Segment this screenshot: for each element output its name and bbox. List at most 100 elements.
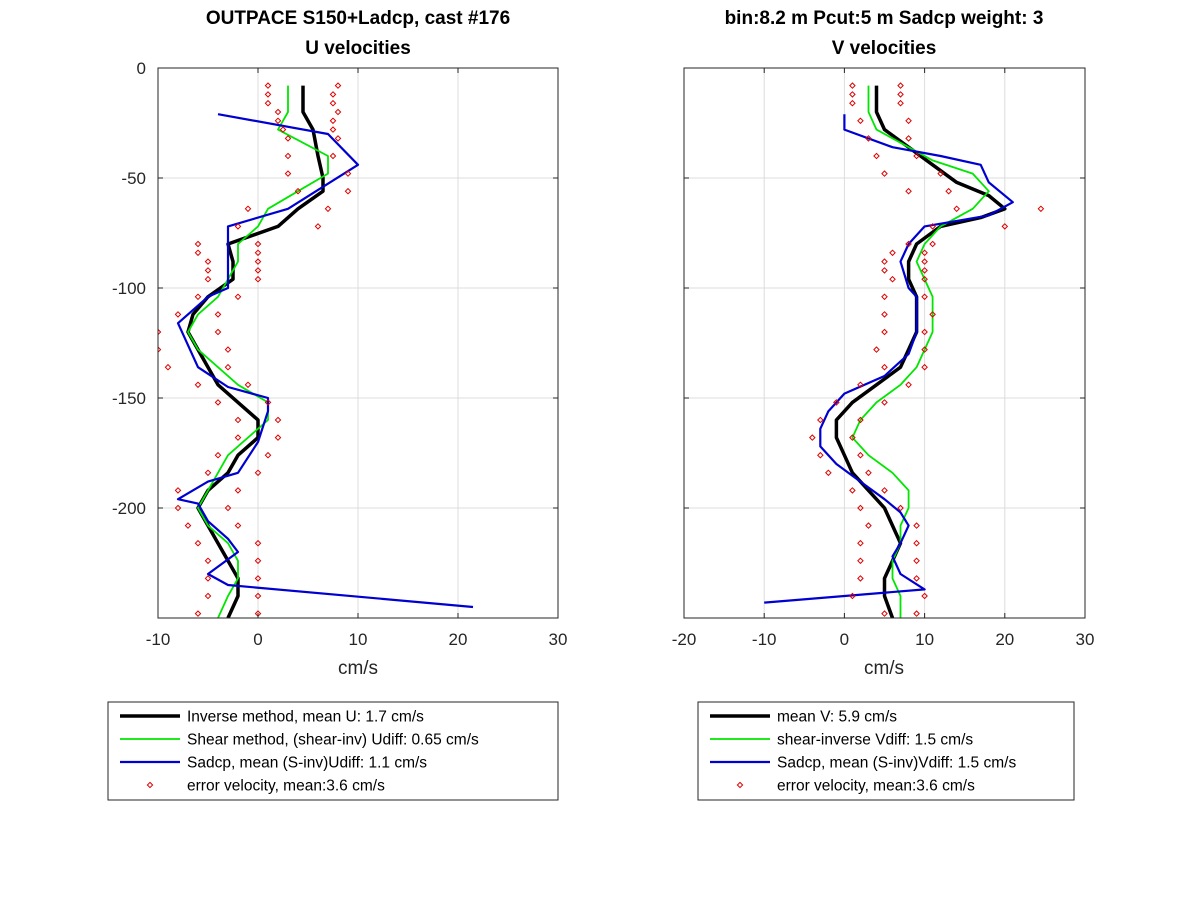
- plot-area: [764, 82, 1045, 618]
- error-velocity-marker: [184, 522, 192, 529]
- legend-label: error velocity, mean:3.6 cm/s: [187, 778, 385, 795]
- x-tick-label: 0: [840, 630, 849, 649]
- error-velocity-marker: [264, 91, 272, 98]
- error-velocity-marker: [158, 346, 162, 353]
- legend-box: [697, 701, 1075, 801]
- error-velocity-marker: [913, 522, 920, 529]
- error-velocity-marker: [913, 575, 920, 582]
- error-velocity-marker: [921, 275, 928, 283]
- x-tick-label: 20: [995, 630, 1014, 649]
- error-velocity-marker: [929, 240, 936, 248]
- error-velocity-marker: [929, 311, 936, 318]
- error-velocity-marker: [274, 108, 282, 116]
- error-velocity-marker: [833, 399, 840, 406]
- x-tick-label: 10: [915, 630, 934, 649]
- error-velocity-marker: [881, 170, 888, 177]
- error-velocity-marker: [897, 91, 904, 98]
- error-velocity-marker: [334, 82, 342, 89]
- error-velocity-marker: [913, 152, 920, 160]
- legend-box: [107, 701, 559, 801]
- legend: Inverse method, mean U: 1.7 cm/s Shear me…: [107, 701, 559, 801]
- error-velocity-marker: [164, 363, 172, 371]
- error-velocity-marker: [254, 575, 262, 582]
- error-velocity-marker: [937, 170, 944, 177]
- error-velocity-marker: [158, 328, 162, 336]
- error-velocity-marker: [254, 557, 262, 565]
- x-tick-label: -20: [672, 630, 697, 649]
- error-velocity-marker: [234, 416, 242, 424]
- error-velocity-marker: [865, 469, 872, 477]
- error-velocity-marker: [344, 170, 352, 177]
- error-velocity-marker: [214, 311, 222, 318]
- error-velocity-marker: [865, 135, 872, 142]
- plot-area: [158, 82, 474, 618]
- error-velocity-marker: [921, 249, 928, 257]
- error-velocity-marker: [921, 346, 928, 353]
- error-velocity-marker: [274, 434, 282, 441]
- error-velocity-marker: [329, 91, 337, 98]
- y-tick-label: -150: [112, 389, 146, 408]
- error-velocity-marker: [857, 416, 864, 424]
- error-velocity-marker: [881, 293, 888, 301]
- error-velocity-marker: [254, 267, 262, 274]
- error-velocity-marker: [254, 539, 262, 547]
- error-velocity-marker: [897, 82, 904, 89]
- error-velocity-marker: [254, 249, 262, 257]
- error-velocity-marker: [857, 504, 864, 512]
- error-velocity-marker: [881, 487, 888, 494]
- error-velocity-marker: [881, 610, 888, 617]
- error-velocity-marker: [204, 469, 212, 477]
- error-velocity-marker: [329, 99, 337, 107]
- error-velocity-marker: [204, 275, 212, 283]
- error-velocity-marker: [174, 487, 182, 494]
- x-axis-label: cm/s: [864, 658, 904, 679]
- error-velocity-marker: [334, 108, 342, 116]
- x-tick-label: 20: [449, 630, 468, 649]
- error-velocity-marker: [224, 363, 232, 371]
- error-velocity-marker: [865, 522, 872, 529]
- series-line-1: [186, 85, 325, 618]
- error-velocity-marker: [889, 249, 896, 257]
- error-velocity-marker: [329, 152, 337, 160]
- error-velocity-marker: [244, 381, 252, 389]
- error-velocity-marker: [254, 469, 262, 477]
- error-velocity-marker: [254, 240, 262, 248]
- error-velocity-marker: [889, 275, 896, 283]
- error-velocity-marker: [857, 557, 864, 565]
- error-velocity-marker: [905, 135, 912, 142]
- error-velocity-marker: [905, 240, 912, 248]
- error-velocity-marker: [849, 91, 856, 98]
- error-velocity-marker: [284, 152, 292, 160]
- error-velocity-marker: [921, 293, 928, 301]
- error-velocity-marker: [945, 187, 952, 195]
- error-velocity-marker: [905, 187, 912, 195]
- error-velocity-marker: [234, 522, 242, 529]
- error-velocity-marker: [1001, 223, 1009, 230]
- error-velocity-marker: [849, 434, 856, 441]
- x-tick-label: -10: [146, 630, 171, 649]
- y-tick-label: -50: [121, 169, 146, 188]
- error-velocity-marker: [174, 504, 182, 512]
- error-velocity-marker: [244, 205, 252, 213]
- error-velocity-marker: [857, 381, 864, 389]
- legend-label: Sadcp, mean (S-inv)Vdiff: 1.5 cm/s: [777, 755, 1016, 772]
- error-velocity-marker: [329, 117, 337, 125]
- error-velocity-marker: [234, 293, 242, 301]
- legend-label: Sadcp, mean (S-inv)Udiff: 1.1 cm/s: [187, 755, 427, 772]
- error-velocity-marker: [264, 99, 272, 107]
- error-velocity-marker: [334, 135, 342, 142]
- legend: mean V: 5.9 cm/s shear-inverse Vdiff: 1.5…: [697, 701, 1075, 801]
- legend-swatch-marker: [736, 781, 744, 789]
- error-velocity-marker: [324, 205, 332, 213]
- x-tick-label: 30: [549, 630, 568, 649]
- error-velocity-marker: [254, 275, 262, 283]
- error-velocity-marker: [1037, 205, 1045, 213]
- error-velocity-marker: [234, 487, 242, 494]
- error-velocity-marker: [329, 126, 337, 133]
- error-velocity-marker: [913, 557, 920, 565]
- error-velocity-marker: [204, 267, 212, 274]
- error-velocity-marker: [913, 539, 920, 547]
- error-velocity-marker: [905, 117, 912, 125]
- error-velocity-marker: [857, 575, 864, 582]
- x-tick-label: 30: [1076, 630, 1095, 649]
